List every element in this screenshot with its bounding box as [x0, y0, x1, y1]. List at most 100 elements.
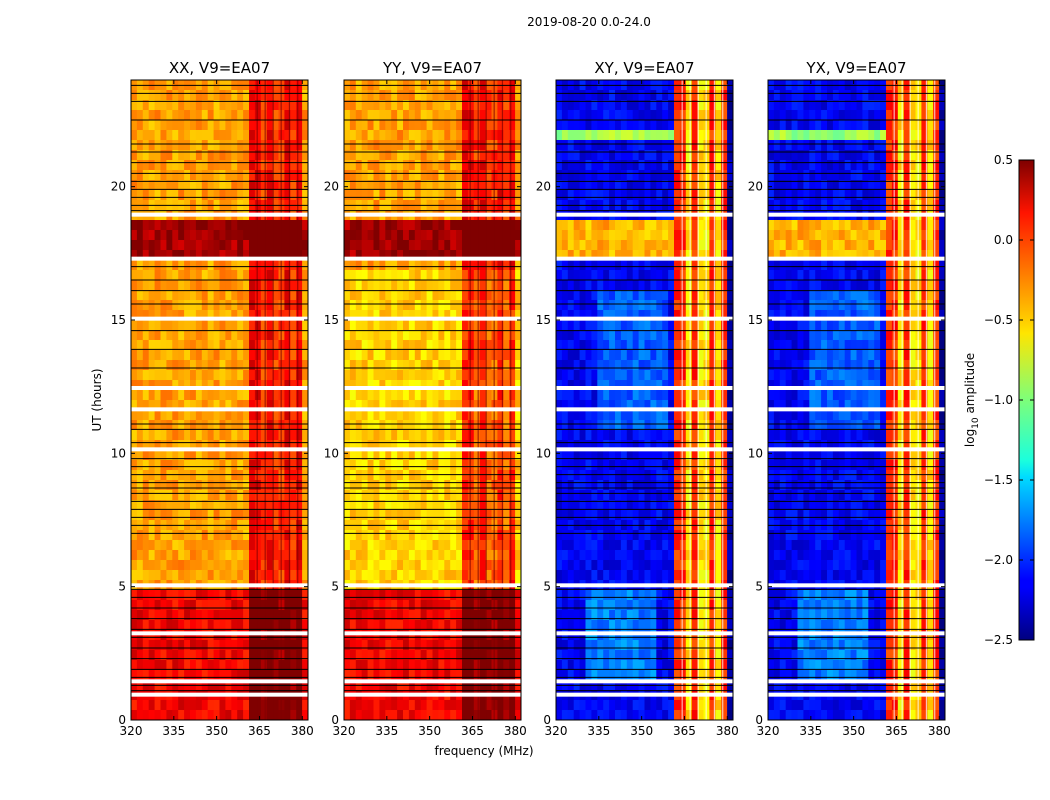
heatmap-cell: [403, 620, 410, 631]
heatmap-cell: [432, 480, 439, 491]
heatmap-cell: [249, 530, 256, 541]
heatmap-cell: [556, 340, 563, 351]
heatmap-cell: [615, 90, 622, 101]
heatmap-cell: [408, 420, 416, 431]
heatmap-cell: [408, 120, 416, 131]
heatmap-cell: [249, 320, 256, 331]
heatmap-cell: [668, 230, 675, 241]
heatmap-cell: [662, 180, 669, 191]
heatmap-cell: [650, 250, 657, 261]
heatmap-cell: [160, 360, 167, 371]
heatmap-cell: [344, 90, 351, 101]
heatmap-cell: [473, 120, 481, 131]
heatmap-cell: [603, 390, 610, 401]
heatmap-cell: [561, 130, 569, 141]
heatmap-cell: [349, 290, 357, 301]
heatmap-cell: [656, 280, 663, 291]
heatmap-cell: [367, 310, 374, 321]
heatmap-cell: [190, 570, 197, 581]
heatmap-cell: [432, 700, 439, 711]
heatmap-cell: [391, 230, 398, 241]
heatmap-cell: [154, 360, 161, 371]
heatmap-cell: [615, 290, 622, 301]
heatmap-cell: [355, 340, 363, 351]
heatmap-cell: [432, 710, 439, 720]
heatmap-cell: [172, 360, 179, 371]
heatmap-cell: [148, 510, 156, 521]
heatmap-cell: [403, 480, 410, 491]
heatmap-cell: [184, 290, 191, 301]
heatmap-cell: [266, 250, 274, 261]
heatmap-cell: [355, 120, 363, 131]
heatmap-cell: [685, 340, 693, 351]
heatmap-cell: [195, 660, 203, 671]
heatmap-cell: [615, 150, 622, 161]
heatmap-cell: [397, 620, 404, 631]
heatmap-cell: [260, 510, 268, 521]
heatmap-cell: [479, 240, 487, 251]
heatmap-cell: [697, 370, 704, 381]
heatmap-cell: [361, 250, 369, 261]
heatmap-cell: [462, 260, 469, 271]
heatmap-cell: [391, 240, 398, 251]
heatmap-cell: [450, 350, 457, 361]
heatmap-cell: [142, 530, 150, 541]
heatmap-cell: [272, 480, 279, 491]
heatmap-cell: [148, 410, 156, 421]
heatmap-cell: [679, 380, 687, 391]
heatmap-cell: [166, 640, 173, 651]
heatmap-cell: [403, 500, 410, 511]
heatmap-cell: [697, 150, 704, 161]
heatmap-cell: [662, 310, 669, 321]
heatmap-cell: [473, 140, 481, 151]
heatmap-cell: [397, 440, 404, 451]
heatmap-cell: [231, 300, 238, 311]
heatmap-cell: [302, 450, 308, 461]
x-tick-label: 365: [461, 724, 484, 738]
heatmap-cell: [715, 140, 722, 151]
heatmap-cell: [213, 310, 220, 321]
heatmap-cell: [367, 340, 374, 351]
heatmap-cell: [184, 140, 191, 151]
heatmap-cell: [142, 600, 150, 611]
heatmap-cell: [479, 430, 487, 441]
heatmap-cell: [609, 240, 616, 251]
heatmap-cell: [131, 110, 138, 121]
heatmap-cell: [373, 590, 380, 601]
heatmap-cell: [432, 490, 439, 501]
heatmap-cell: [219, 650, 226, 661]
heatmap-cell: [709, 140, 716, 151]
heatmap-cell: [142, 260, 150, 271]
heatmap-cell: [556, 290, 563, 301]
heatmap-cell: [131, 250, 138, 261]
heatmap-cell: [391, 540, 398, 551]
heatmap-cell: [626, 270, 634, 281]
heatmap-cell: [515, 350, 521, 361]
heatmap-cell: [509, 400, 516, 411]
heatmap-cell: [272, 270, 279, 281]
heatmap-cell: [626, 290, 634, 301]
heatmap-cell: [632, 350, 640, 361]
heatmap-cell: [290, 100, 297, 111]
gap-row: [131, 583, 308, 588]
heatmap-cell: [473, 540, 481, 551]
heatmap-cell: [473, 380, 481, 391]
heatmap-cell: [361, 290, 369, 301]
heatmap-cell: [361, 90, 369, 101]
heatmap-cell: [207, 540, 215, 551]
heatmap-cell: [379, 570, 386, 581]
heatmap-cell: [367, 600, 374, 611]
heatmap-cell: [355, 490, 363, 501]
heatmap-cell: [473, 620, 481, 631]
heatmap-cell: [302, 370, 308, 381]
heatmap-cell: [685, 360, 693, 371]
heatmap-cell: [249, 420, 256, 431]
heatmap-cell: [284, 650, 291, 661]
heatmap-cell: [414, 480, 422, 491]
heatmap-cell: [721, 330, 728, 341]
heatmap-cell: [467, 390, 475, 401]
heatmap-cell: [154, 470, 161, 481]
heatmap-cell: [561, 150, 569, 161]
heatmap-cell: [456, 290, 463, 301]
heatmap-cell: [561, 100, 569, 111]
